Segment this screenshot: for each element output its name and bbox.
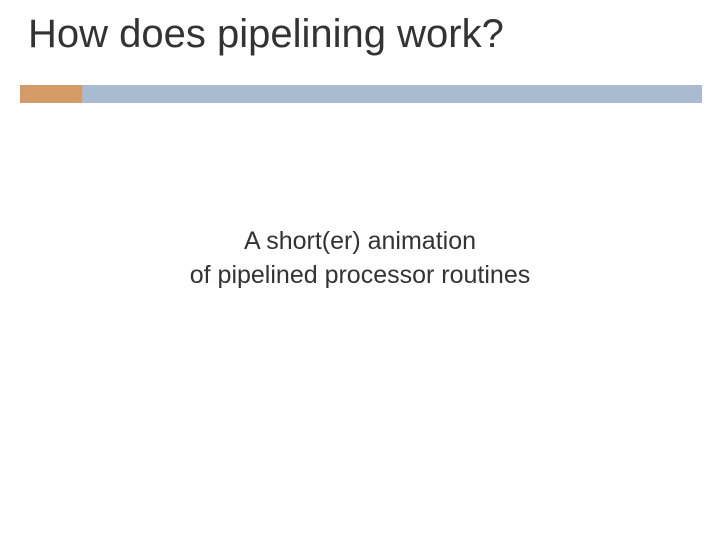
divider-accent-blue [82,85,702,103]
slide-subtitle: A short(er) animation of pipelined proce… [0,225,720,293]
divider-accent-orange [20,85,82,103]
subtitle-line-2: of pipelined processor routines [0,259,720,293]
slide-title: How does pipelining work? [28,12,504,57]
subtitle-line-1: A short(er) animation [0,225,720,259]
